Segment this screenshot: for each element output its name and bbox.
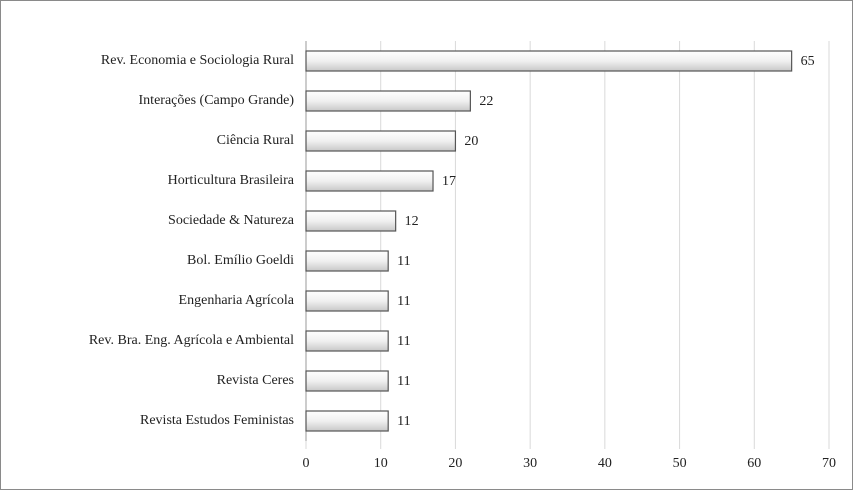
x-tick-label: 50 — [673, 456, 687, 471]
y-tick-label: Rev. Bra. Eng. Agrícola e Ambiental — [89, 333, 294, 348]
value-label: 20 — [464, 134, 478, 149]
bar — [305, 330, 389, 352]
x-tick-label: 40 — [598, 456, 612, 471]
bar — [305, 290, 389, 312]
x-tick-label: 20 — [448, 456, 462, 471]
y-tick-label: Horticultura Brasileira — [168, 173, 295, 188]
bar — [305, 210, 397, 232]
value-label: 22 — [479, 94, 493, 109]
x-tick-label: 10 — [374, 456, 388, 471]
y-tick-label: Rev. Economia e Sociologia Rural — [101, 53, 294, 68]
bar — [305, 410, 389, 432]
value-label: 11 — [397, 294, 410, 309]
y-tick-label: Revista Estudos Feministas — [140, 413, 294, 428]
value-label: 12 — [405, 214, 419, 229]
value-label: 11 — [397, 374, 410, 389]
bar — [305, 130, 457, 152]
bar — [305, 370, 389, 392]
y-tick-label: Sociedade & Natureza — [168, 213, 295, 228]
y-tick-label: Engenharia Agrícola — [179, 293, 295, 308]
bar — [305, 170, 434, 192]
x-tick-label: 30 — [523, 456, 537, 471]
value-label: 17 — [442, 174, 456, 189]
bar — [305, 90, 471, 112]
x-tick-label: 0 — [303, 456, 310, 471]
value-label: 11 — [397, 334, 410, 349]
y-tick-label: Ciência Rural — [217, 133, 294, 148]
bar — [305, 250, 389, 272]
x-tick-label: 70 — [822, 456, 836, 471]
y-tick-label: Bol. Emílio Goeldi — [187, 253, 294, 268]
y-tick-label: Revista Ceres — [217, 373, 294, 388]
bar — [305, 50, 793, 72]
value-label: 65 — [801, 54, 815, 69]
value-label: 11 — [397, 414, 410, 429]
x-tick-label: 60 — [747, 456, 761, 471]
value-label: 11 — [397, 254, 410, 269]
y-tick-label: Interações (Campo Grande) — [139, 93, 295, 108]
